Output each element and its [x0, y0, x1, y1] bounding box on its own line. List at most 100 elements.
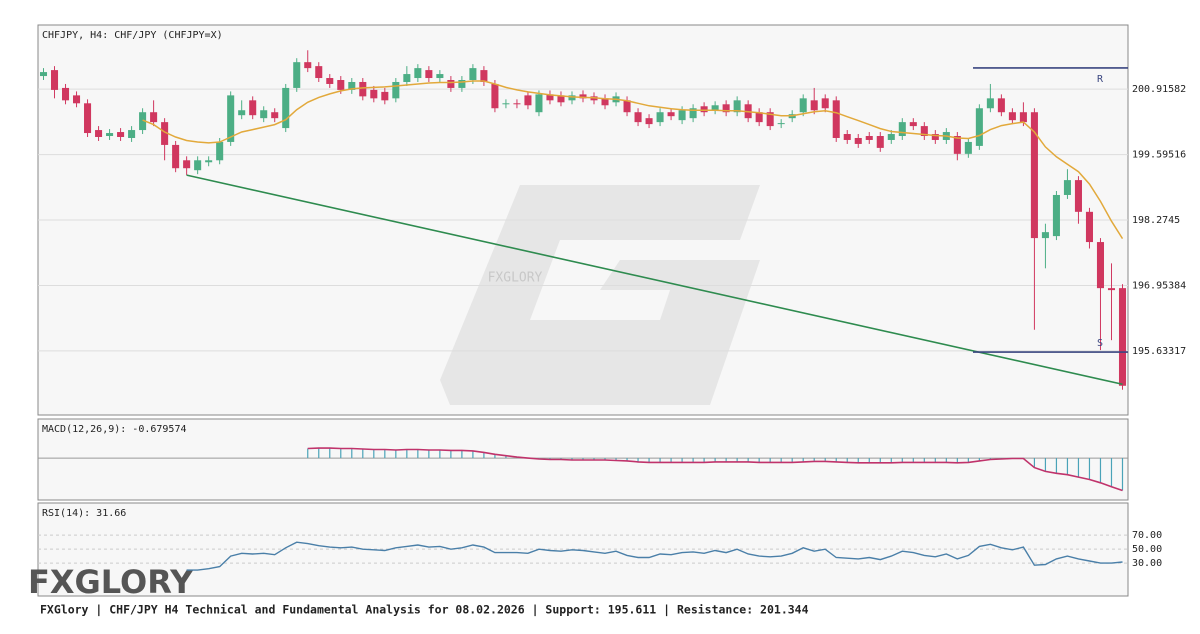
- candle-body: [425, 70, 433, 79]
- candle-body: [381, 91, 389, 101]
- y-tick-label: 199.59516: [1132, 150, 1186, 161]
- candle-body: [447, 80, 455, 88]
- candle-body: [84, 103, 92, 134]
- y-tick-label: 200.91582: [1132, 84, 1186, 95]
- watermark-text: FXGLORY: [488, 271, 543, 286]
- candle-body: [161, 122, 169, 145]
- candle-body: [403, 74, 411, 82]
- chart-title: CHFJPY, H4: CHF/JPY (CHFJPY=X): [42, 30, 223, 41]
- candle-body: [469, 68, 477, 81]
- footer: FXGlory | CHF/JPY H4 Technical and Funda…: [40, 603, 809, 617]
- candle-body: [304, 62, 312, 69]
- candle-body: [733, 100, 741, 113]
- candle-body: [667, 112, 675, 117]
- candle-body: [568, 95, 576, 101]
- candle-body: [711, 105, 719, 111]
- candle-body: [557, 95, 565, 103]
- candle-body: [579, 94, 587, 99]
- candle-body: [997, 98, 1005, 113]
- candle-body: [249, 100, 257, 116]
- candle-body: [1063, 180, 1071, 195]
- watermark-logo: [440, 185, 760, 405]
- y-tick-label: 30.00: [1132, 558, 1162, 569]
- level-label: S: [1097, 338, 1103, 349]
- candle-body: [39, 72, 48, 77]
- candle-body: [777, 123, 785, 125]
- candle-body: [436, 74, 444, 79]
- candle-body: [1041, 232, 1049, 239]
- candle-body: [1074, 180, 1082, 212]
- candle-body: [546, 94, 554, 101]
- candle-body: [909, 122, 917, 127]
- candle-body: [216, 141, 224, 161]
- candle-body: [238, 110, 246, 116]
- candle-body: [887, 134, 895, 140]
- macd-title: MACD(12,26,9): -0.679574: [42, 424, 187, 435]
- candle-body: [260, 110, 268, 119]
- candle-body: [150, 112, 158, 123]
- candle-body: [920, 126, 928, 137]
- candle-body: [172, 144, 180, 169]
- candle-body: [1008, 112, 1016, 121]
- candle-body: [1019, 112, 1027, 123]
- candle-body: [645, 118, 653, 125]
- candle-body: [678, 110, 686, 121]
- candle-body: [535, 94, 543, 113]
- candle-body: [964, 141, 972, 154]
- candle-body: [480, 70, 488, 82]
- rsi-title: RSI(14): 31.66: [42, 508, 126, 519]
- y-tick-label: 50.00: [1132, 544, 1162, 555]
- candle-body: [755, 112, 763, 123]
- candle-body: [491, 83, 499, 109]
- candle-body: [865, 136, 873, 140]
- candle-body: [898, 122, 906, 137]
- candle-body: [50, 70, 59, 90]
- candle-body: [1107, 288, 1116, 291]
- candle-body: [458, 80, 466, 88]
- candle-body: [986, 98, 994, 109]
- candle-body: [73, 95, 81, 104]
- candle-body: [832, 100, 840, 138]
- candle-body: [876, 136, 884, 148]
- moving-average: [142, 80, 1124, 240]
- candle-body: [359, 81, 367, 97]
- macd-line: [307, 447, 1123, 492]
- candle-body: [634, 112, 642, 123]
- candle-body: [843, 134, 851, 140]
- y-tick-label: 195.63317: [1132, 346, 1186, 357]
- candle-body: [282, 87, 290, 129]
- candle-body: [1118, 288, 1127, 386]
- candle-body: [722, 104, 730, 113]
- candle-body: [293, 62, 301, 88]
- candle-body: [370, 89, 378, 99]
- candle-body: [139, 112, 147, 131]
- candle-body: [524, 95, 532, 106]
- candle-body: [337, 80, 345, 90]
- candle-body: [689, 108, 697, 119]
- trendline: [186, 174, 1123, 386]
- candle-body: [227, 95, 235, 142]
- candle-body: [205, 160, 213, 163]
- candle-body: [414, 68, 422, 79]
- candle-body: [1052, 194, 1060, 237]
- candle-body: [1096, 242, 1104, 289]
- candle-body: [348, 81, 356, 90]
- candle-body: [315, 66, 323, 79]
- candle-body: [700, 106, 708, 113]
- candle-body: [128, 130, 136, 138]
- candle-body: [502, 103, 510, 105]
- candle-body: [513, 103, 521, 105]
- candle-body: [953, 136, 961, 154]
- candle-body: [95, 130, 103, 137]
- y-tick-label: 198.2745: [1132, 215, 1180, 226]
- candle-body: [1030, 112, 1038, 239]
- candle-body: [821, 98, 829, 109]
- candle-body: [931, 134, 939, 140]
- y-tick-label: 196.95384: [1132, 280, 1186, 291]
- candle-body: [854, 137, 862, 144]
- candle-body: [183, 160, 191, 169]
- candle-body: [1085, 211, 1093, 243]
- candle-body: [326, 78, 334, 84]
- candle-body: [392, 81, 400, 99]
- candle-body: [271, 112, 279, 119]
